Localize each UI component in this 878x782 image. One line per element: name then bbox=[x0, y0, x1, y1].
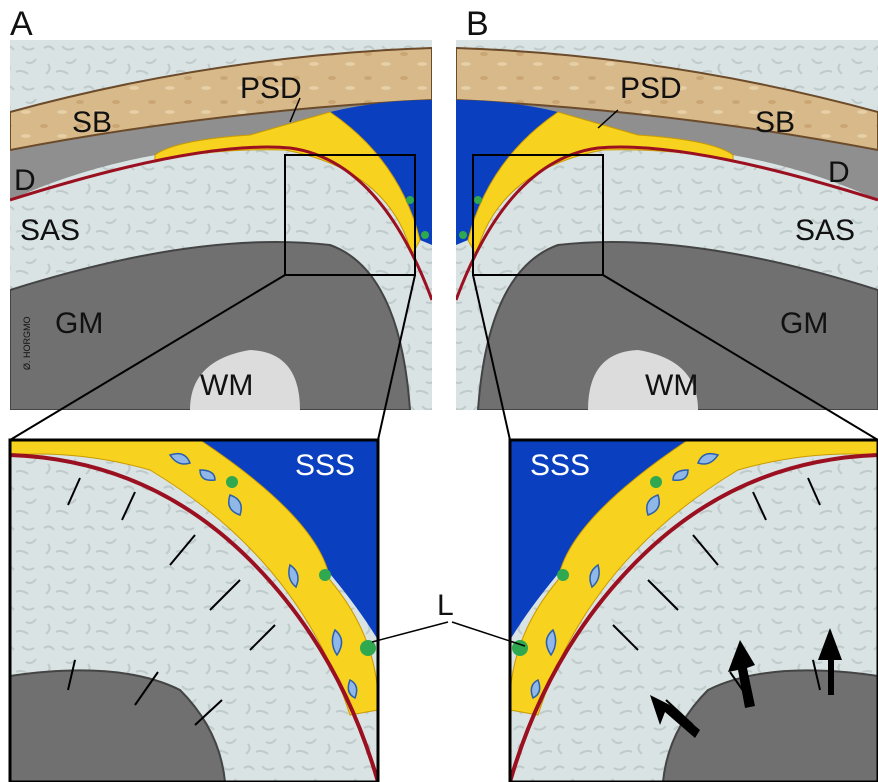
panel-letter: A bbox=[10, 5, 33, 43]
label: WM bbox=[200, 369, 253, 402]
label: PSD bbox=[240, 72, 302, 105]
label: SSS bbox=[295, 449, 355, 482]
label: L bbox=[437, 589, 454, 622]
label: D bbox=[14, 164, 36, 197]
label: WM bbox=[645, 369, 698, 402]
figure: A SB PSD D SAS GM WM SSS Ø. HORGMO B SB … bbox=[0, 0, 878, 782]
panel-letter: B bbox=[466, 5, 489, 43]
label: SAS bbox=[795, 214, 855, 247]
label: SB bbox=[72, 106, 112, 139]
label: SSS bbox=[530, 449, 590, 482]
label: GM bbox=[780, 307, 828, 340]
label: SB bbox=[755, 106, 795, 139]
label: SAS bbox=[20, 214, 80, 247]
label: PSD bbox=[620, 72, 682, 105]
label: D bbox=[828, 156, 850, 189]
panel-a bbox=[10, 40, 432, 782]
pointer bbox=[372, 622, 448, 642]
panel-b bbox=[456, 40, 878, 782]
label: GM bbox=[55, 307, 103, 340]
signature: Ø. HORGMO bbox=[22, 317, 32, 371]
